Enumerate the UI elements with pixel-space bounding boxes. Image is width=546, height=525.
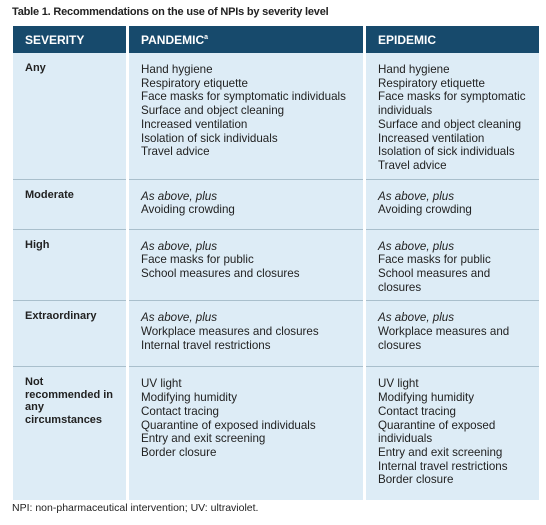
epidemic-cell: Hand hygiene Respiratory etiquette Face ma… <box>366 53 539 180</box>
note: As above, plus <box>378 189 455 203</box>
measure: Workplace measures and closures <box>378 325 510 352</box>
measure: Avoiding crowding <box>141 203 235 217</box>
epidemic-cell: As above, plus Avoiding crowding <box>366 179 539 230</box>
table-row: Extraordinary As above, plus Workplace mea… <box>13 301 539 368</box>
measure: Border closure <box>378 473 454 487</box>
measure: Contact tracing <box>141 404 219 418</box>
note: As above, plus <box>141 239 218 253</box>
table-row: High As above, plus Face masks for public S… <box>13 229 539 302</box>
measure: Quarantine of exposed individuals <box>141 418 316 432</box>
table-row: Not recommended in any circumstances UV l… <box>13 367 539 501</box>
measure: Isolation of sick individuals <box>141 131 278 145</box>
note: As above, plus <box>378 239 455 253</box>
measure: Entry and exit screening <box>141 432 266 446</box>
pandemic-cell: As above, plus Face masks for public Schoo… <box>129 229 363 302</box>
measure: Avoiding crowding <box>378 203 472 217</box>
header-row: SEVERITY PANDEMICa EPIDEMIC <box>13 26 539 53</box>
header-cell: PANDEMICa <box>129 26 363 53</box>
epidemic-cell: As above, plus Workplace measures and clo… <box>366 301 539 368</box>
measure: Contact tracing <box>378 404 456 418</box>
measure: Face masks for symptomatic individuals <box>378 90 526 118</box>
table-row: Any Hand hygiene Respiratory etiquette Face… <box>13 53 539 180</box>
table-row: Moderate As above, plus Avoiding crowding A… <box>13 179 539 230</box>
severity-cell: High <box>13 229 126 302</box>
severity-cell: Not recommended in any circumstances <box>13 367 126 501</box>
note: As above, plus <box>141 189 218 203</box>
measure: Face masks for symptomatic individuals <box>141 90 346 104</box>
measure: Hand hygiene <box>141 63 213 76</box>
measure: Face masks for public <box>141 253 254 267</box>
pandemic-cell: Hand hygiene Respiratory etiquette Face ma… <box>129 53 363 180</box>
measure: School measures and closures <box>378 267 491 294</box>
epidemic-cell: As above, plus Face masks for public Schoo… <box>366 229 539 302</box>
table: SEVERITY PANDEMICa EPIDEMIC Any Hand hygi… <box>10 26 542 501</box>
measure: Face masks for public <box>378 253 491 267</box>
measure: Surface and object cleaning <box>378 117 522 131</box>
measure: Border closure <box>141 445 217 459</box>
measure: Respiratory etiquette <box>378 76 485 90</box>
measure: Entry and exit screening <box>378 445 503 459</box>
epidemic-cell: UV light Modifying humidity Contact tracin… <box>366 367 539 501</box>
measure: Increased ventilation <box>378 131 485 145</box>
note: As above, plus <box>141 311 218 325</box>
severity-cell: Moderate <box>13 179 126 230</box>
pandemic-cell: UV light Modifying humidity Contact tracin… <box>129 367 363 501</box>
severity-label: Moderate <box>25 188 74 201</box>
severity-label: Any <box>25 62 46 74</box>
table-header: SEVERITY PANDEMICa EPIDEMIC <box>13 26 539 53</box>
header-text: SEVERITY <box>25 32 85 47</box>
measure: Hand hygiene <box>378 63 450 76</box>
pandemic-cell: As above, plus Workplace measures and clo… <box>129 301 363 368</box>
severity-label: Not recommended in any circumstances <box>25 376 114 426</box>
pandemic-cell: As above, plus Avoiding crowding <box>129 179 363 230</box>
measure: Internal travel restrictions <box>141 338 271 352</box>
measure: School measures and closures <box>141 267 300 281</box>
measure: Quarantine of exposed individuals <box>378 418 496 446</box>
measure: Internal travel restrictions <box>378 459 508 473</box>
measure: Increased ventilation <box>141 117 248 131</box>
header-cell: EPIDEMIC <box>366 26 539 53</box>
measure: Modifying humidity <box>378 391 475 405</box>
measure: Travel advice <box>141 145 210 159</box>
measure: UV light <box>141 377 182 391</box>
measure: Respiratory etiquette <box>141 76 248 90</box>
measure: Travel advice <box>378 158 447 172</box>
measure: Workplace measures and closures <box>141 325 319 339</box>
table-body: Any Hand hygiene Respiratory etiquette Face… <box>13 53 539 501</box>
severity-label: Extraordinary <box>25 310 97 323</box>
note: As above, plus <box>378 311 455 325</box>
severity-cell: Any <box>13 53 126 180</box>
severity-cell: Extraordinary <box>13 301 126 368</box>
measure: Modifying humidity <box>141 391 238 405</box>
header-text: EPIDEMIC <box>378 32 437 47</box>
severity-label: High <box>25 238 50 251</box>
footnote: NPI: non-pharmaceutical intervention; UV… <box>12 502 259 514</box>
measure: UV light <box>378 377 419 391</box>
header-cell: SEVERITY <box>13 26 126 53</box>
footnote-marker: a <box>204 33 209 41</box>
measure: Surface and object cleaning <box>141 104 285 118</box>
header-text: PANDEMIC <box>141 32 205 47</box>
table-title: Table 1. Recommendations on the use of N… <box>12 6 329 18</box>
measure: Isolation of sick individuals <box>378 145 515 159</box>
